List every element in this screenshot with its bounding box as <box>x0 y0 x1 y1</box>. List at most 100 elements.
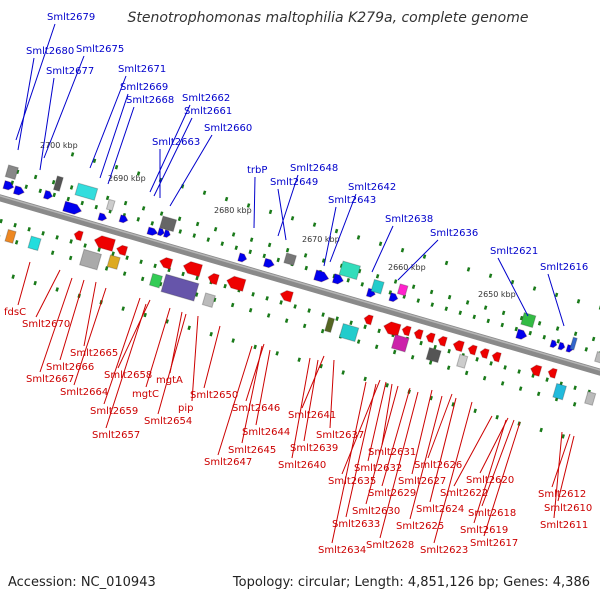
gene-label-smlt2669: Smlt2669 <box>120 82 168 93</box>
leader-line <box>367 381 387 462</box>
gene-block <box>160 273 200 302</box>
leader-line <box>553 431 563 519</box>
leader-line <box>73 287 107 386</box>
track-tick <box>11 274 15 279</box>
gene-block <box>105 198 116 212</box>
track-tick <box>573 385 577 391</box>
track-tick <box>375 274 380 279</box>
forward-gene-arrow <box>12 185 25 196</box>
track-tick <box>411 284 416 290</box>
track-tick <box>249 237 254 242</box>
leader-line <box>483 421 521 537</box>
track-tick <box>302 323 307 329</box>
track-tick <box>429 289 434 295</box>
leader-line <box>89 75 127 169</box>
gene-label-smlt2629: Smlt2629 <box>368 488 416 499</box>
gene-label-smlt2612: Smlt2612 <box>538 489 586 500</box>
gene-label-smlt2659: Smlt2659 <box>90 406 138 417</box>
leader-line <box>241 345 263 444</box>
gene-label-smlt2617: Smlt2617 <box>470 538 518 549</box>
reverse-gene-arrow <box>491 351 502 363</box>
track-tick <box>349 320 353 326</box>
gene-label-smlt2618: Smlt2618 <box>468 508 516 519</box>
forward-gene-arrow <box>146 226 159 236</box>
track-tick <box>378 241 383 247</box>
gene-label-smlt2647: Smlt2647 <box>204 457 252 468</box>
leader-line <box>411 389 433 475</box>
track-tick <box>503 365 507 370</box>
leader-line <box>453 415 493 487</box>
scale-tick-label: 2680 kbp <box>214 206 252 215</box>
leader-line <box>15 23 56 141</box>
track-tick <box>111 251 115 256</box>
leader-line <box>59 279 85 361</box>
gene-label-smlt2611: Smlt2611 <box>540 520 588 531</box>
track-tick <box>539 427 543 433</box>
gene-label-smlt2633: Smlt2633 <box>332 519 380 530</box>
gene-block <box>283 252 297 267</box>
gene-label-smlt2630: Smlt2630 <box>352 506 400 517</box>
gene-block <box>201 292 216 308</box>
gene-block <box>79 248 103 271</box>
track-tick <box>500 322 505 328</box>
track-tick <box>561 434 565 439</box>
gene-label-pip: pip <box>178 403 193 414</box>
forward-gene-arrow <box>515 328 528 340</box>
gene-label-smlt2643: Smlt2643 <box>328 195 376 206</box>
leader-line <box>17 261 31 306</box>
track-tick <box>419 340 423 346</box>
track-tick <box>472 314 477 320</box>
track-tick <box>554 292 559 298</box>
gene-label-smlt2624: Smlt2624 <box>416 504 464 515</box>
gene-label-smlt2645: Smlt2645 <box>228 445 276 456</box>
track-tick <box>213 226 218 232</box>
reverse-gene-arrow <box>547 367 558 379</box>
track-tick <box>360 282 365 287</box>
leader-line <box>39 277 73 373</box>
label-layer: Smlt2679 Smlt2680 Smlt2675 Smlt2677 Smlt2671… <box>4 12 592 556</box>
track-tick <box>304 265 309 271</box>
track-tick <box>501 310 506 316</box>
leader-line <box>379 391 419 539</box>
leader-line <box>217 345 253 456</box>
track-tick <box>231 232 236 237</box>
track-tick <box>105 195 110 201</box>
gene-label-smlt2650: Smlt2650 <box>190 390 238 401</box>
gene-block <box>52 175 64 192</box>
track-tick <box>320 328 325 334</box>
leader-line <box>381 383 393 446</box>
track-tick <box>69 239 73 244</box>
gene-block <box>594 350 600 365</box>
track-tick <box>41 231 45 236</box>
reverse-gene-arrow <box>279 290 294 303</box>
leader-line <box>547 273 565 327</box>
track-tick <box>140 276 145 282</box>
scale-tick-label: 2670 kbp <box>302 235 340 244</box>
track-tick <box>374 344 379 350</box>
track-tick <box>178 229 183 234</box>
gene-block <box>148 272 164 289</box>
track-tick <box>150 221 155 226</box>
track-tick <box>187 325 191 331</box>
leader-line <box>329 359 335 429</box>
track-tick <box>123 200 128 206</box>
leader-line <box>433 401 473 544</box>
gene-label-smlt2675: Smlt2675 <box>76 44 124 55</box>
gene-label-smlt2665: Smlt2665 <box>70 348 118 359</box>
feature-layer <box>2 164 600 406</box>
forward-gene-arrow <box>97 212 108 222</box>
gene-label-smlt2680: Smlt2680 <box>26 46 74 57</box>
track-tick <box>422 254 427 259</box>
gene-label-smlt2654: Smlt2654 <box>144 416 192 427</box>
track-tick <box>195 275 199 281</box>
leader-line <box>481 419 515 507</box>
leader-line <box>473 419 507 524</box>
reverse-gene-arrow <box>363 314 374 326</box>
gene-block <box>324 316 336 334</box>
track-tick <box>356 235 361 240</box>
track-tick <box>303 253 308 258</box>
track-tick <box>224 196 229 202</box>
track-tick <box>290 216 295 221</box>
leader-line <box>429 397 457 503</box>
forward-gene-arrow <box>162 229 171 238</box>
